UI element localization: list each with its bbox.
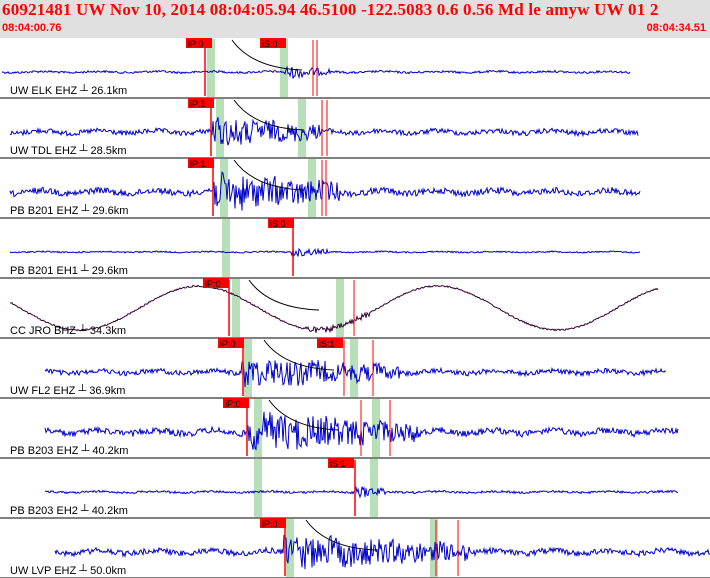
station-label: PB B203 EH2 ┴ 40.2km (10, 503, 128, 517)
pick-label: iS:1 (330, 459, 346, 469)
station-label: PB B201 EH1 ┴ 29.6km (10, 263, 128, 277)
waveform (1, 65, 631, 80)
pick-window (372, 399, 380, 457)
pick-window (430, 519, 438, 577)
station-label: CC JRO BHZ ┴ 34.3km (10, 323, 126, 337)
start-time: 08:04:00.76 (2, 22, 62, 34)
arrival-curve (263, 339, 335, 371)
pick-box (188, 98, 214, 108)
waveform (9, 117, 639, 146)
pick-label: iS:1 (319, 339, 335, 349)
station-label: UW TDL EHZ ┴ 28.5km (10, 143, 127, 157)
waveform (54, 534, 710, 570)
pick-window (244, 339, 252, 397)
station-label: UW LVP EHZ ┴ 50.0km (10, 563, 126, 577)
pick-label: iP:0 (205, 279, 221, 289)
pick-box (317, 338, 343, 348)
station-label: UW FL2 EHZ ┴ 36.9km (10, 383, 125, 397)
pick-window (232, 279, 240, 337)
event-title: 60921481 UW Nov 10, 2014 08:04:05.94 46.… (2, 0, 659, 19)
arrival-curve (268, 399, 340, 431)
pick-box (188, 158, 214, 168)
waveform (9, 171, 641, 211)
waveform (9, 284, 659, 334)
arrival-curve (233, 159, 305, 191)
pick-window (298, 99, 306, 157)
pick-window (222, 219, 230, 277)
station-label: PB B201 EHZ ┴ 29.6km (10, 203, 128, 217)
trace-panel[interactable]: iP:0 iS:1 UW FL2 EHZ ┴ 36.9km (0, 338, 710, 399)
trace-panel[interactable]: iS:0 PB B201 EH1 ┴ 29.6km (0, 218, 710, 279)
pick-box (268, 218, 294, 228)
pick-label: iS:0 (270, 219, 286, 229)
pick-label: iP:0 (262, 519, 278, 529)
pick-window (254, 459, 262, 517)
pick-label: iP:0 (188, 39, 204, 49)
arrival-curve (231, 39, 303, 71)
pick-window (254, 399, 262, 457)
trace-panel[interactable]: iP:0 PB B203 EHZ ┴ 40.2km (0, 398, 710, 459)
pick-box (186, 38, 212, 48)
pick-window (220, 159, 228, 217)
pick-label: iP:0 (220, 339, 236, 349)
waveform (9, 247, 641, 258)
pick-window (370, 459, 378, 517)
pick-window (286, 519, 294, 577)
pick-box (260, 38, 286, 48)
trace-panel[interactable]: iP:0 CC JRO BHZ ┴ 34.3km (0, 278, 710, 339)
station-label: UW ELK EHZ ┴ 26.1km (10, 83, 127, 97)
station-label: PB B203 EHZ ┴ 40.2km (10, 443, 128, 457)
seismogram-panel[interactable]: iP:0 iS:0 UW ELK EHZ ┴ 26.1km iP:1 UW TDL EH… (0, 38, 710, 578)
pick-label: iP:1 (190, 99, 206, 109)
pick-label: iP:1 (190, 159, 206, 169)
end-time: 08:04:34.51 (646, 22, 706, 34)
trace-panel[interactable]: iS:1 PB B203 EH2 ┴ 40.2km (0, 458, 710, 519)
pick-label: iS:0 (262, 39, 278, 49)
pick-box (203, 278, 229, 288)
trace-panel[interactable]: iP:1 PB B201 EHZ ┴ 29.6km (0, 158, 710, 219)
pick-box (328, 458, 354, 468)
arrival-curve (233, 99, 305, 131)
pick-box (260, 518, 286, 528)
pick-box (218, 338, 244, 348)
arrival-curve (248, 279, 320, 311)
pick-label: iP:0 (225, 399, 241, 409)
pick-window (207, 39, 215, 97)
header-bar: 60921481 UW Nov 10, 2014 08:04:05.94 46.… (0, 0, 710, 38)
pick-window (350, 339, 358, 397)
waveform (44, 359, 667, 388)
pick-box (223, 398, 249, 408)
waveform (44, 485, 679, 499)
trace-panel[interactable]: iP:0 iS:0 UW ELK EHZ ┴ 26.1km (0, 38, 710, 99)
arrival-curve (305, 519, 377, 551)
trace-panel[interactable]: iP:1 UW TDL EHZ ┴ 28.5km (0, 98, 710, 159)
trace-panel[interactable]: iP:0 UW LVP EHZ ┴ 50.0km (0, 518, 710, 578)
pick-window (336, 279, 344, 337)
